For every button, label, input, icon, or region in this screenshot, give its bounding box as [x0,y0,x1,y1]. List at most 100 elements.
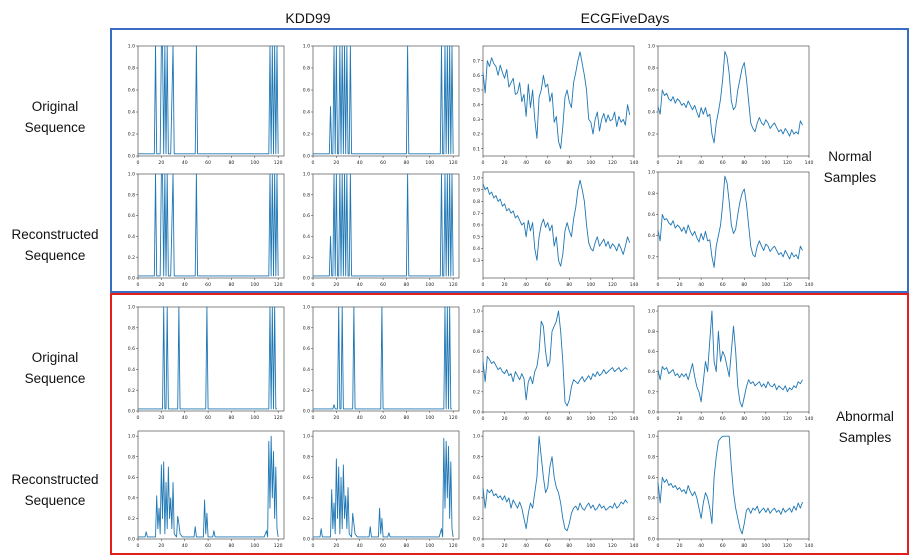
x-tick-label: 40 [523,160,529,166]
y-tick-label: 1.0 [303,172,310,178]
y-tick-label: 0.2 [128,255,135,261]
y-tick-label: 0.5 [473,234,480,240]
group-label-line: Abnormal [836,409,894,424]
x-tick-label: 140 [630,160,639,166]
x-tick-label: 80 [741,160,747,166]
y-tick-label: 0.4 [303,110,310,116]
row-label-line: Sequence [24,248,86,263]
series-line [657,310,803,408]
normal-samples-frame [110,28,909,293]
row-label-reconstructed-normal: Reconstructed Sequence [0,224,110,266]
x-tick-label: 100 [761,416,770,422]
y-tick-label: 0.0 [128,537,135,543]
x-tick-label: 60 [720,282,726,288]
x-tick-label: 120 [783,160,792,166]
y-tick-label: 1.0 [303,434,310,440]
x-tick-label: 40 [698,160,704,166]
x-tick-label: 60 [545,282,551,288]
y-tick-label: 0.8 [303,325,310,331]
x-tick-label: 60 [545,543,551,549]
row-label-line: Sequence [24,493,86,508]
row-label-line: Original [31,350,79,365]
series-line [657,175,803,268]
plot-axes-frame [312,306,460,412]
x-tick-label: 0 [482,416,485,422]
y-tick-label: 1.0 [128,172,135,178]
x-tick-label: 60 [380,543,386,549]
y-tick-label: 0.6 [303,346,310,352]
x-tick-label: 100 [761,282,770,288]
y-tick-label: 0.2 [648,132,655,138]
y-tick-label: 1.0 [128,305,135,311]
plot-ecg-normal-original-2: 0 20 40 60 80 100 120 140 0.2 0.4 0.6 0.8 1.0 [648,44,814,166]
y-tick-label: 0.2 [473,389,480,395]
x-tick-label: 120 [449,160,458,166]
series-line [482,310,628,407]
y-tick-label: 0.2 [128,516,135,522]
plot-kdd-normal-original-2: 0 20 40 60 80 100 120 0.0 0.2 0.4 0.6 0.8 1.0 [303,44,460,166]
x-tick-label: 80 [229,543,235,549]
x-tick-label: 100 [425,282,434,288]
x-tick-label: 140 [805,160,814,166]
y-tick-label: 0.8 [648,66,655,72]
x-tick-label: 40 [357,543,363,549]
plot-ecg-abnormal-original-2: 0 20 40 60 80 100 120 140 0.0 0.2 0.4 0.6 0.8 1.0 [648,305,813,422]
x-tick-label: 0 [482,160,485,166]
x-tick-label: 60 [205,160,211,166]
x-tick-label: 140 [805,282,814,288]
y-tick-label: 1.0 [303,44,310,50]
x-tick-label: 100 [250,543,259,549]
y-tick-label: 0.4 [648,369,655,375]
y-tick-label: 0.6 [473,73,480,79]
x-tick-label: 60 [380,160,386,166]
x-tick-label: 40 [182,543,188,549]
y-tick-label: 1.0 [303,305,310,311]
y-tick-label: 0.0 [303,409,310,415]
x-tick-label: 20 [158,282,164,288]
y-tick-label: 0.0 [303,537,310,543]
x-tick-label: 40 [182,160,188,166]
x-tick-label: 20 [158,415,164,421]
x-tick-label: 60 [205,282,211,288]
y-tick-label: 0.2 [648,389,655,395]
x-tick-label: 120 [783,416,792,422]
x-tick-label: 20 [502,543,508,549]
series-line [482,51,631,150]
group-label-line: Normal [828,149,872,164]
x-tick-label: 20 [502,282,508,288]
y-tick-label: 0.6 [648,349,655,355]
y-tick-label: 0.9 [473,187,480,193]
y-tick-label: 0.8 [128,325,135,331]
y-tick-label: 0.0 [648,537,655,543]
x-tick-label: 20 [333,282,339,288]
x-tick-label: 20 [677,416,683,422]
row-label-line: Reconstructed [11,472,99,487]
plot-kdd-normal-reconstructed-1: 0 20 40 60 80 100 120 0.0 0.2 0.4 0.6 0.8 1.0 [128,172,285,288]
x-tick-label: 40 [182,415,188,421]
x-tick-label: 80 [741,416,747,422]
x-tick-label: 120 [783,282,792,288]
y-tick-label: 0.6 [303,213,310,219]
x-tick-label: 120 [449,282,458,288]
y-tick-label: 0.0 [303,154,310,160]
y-tick-label: 0.6 [473,475,480,481]
x-tick-label: 120 [608,282,617,288]
y-tick-label: 0.0 [128,409,135,415]
x-tick-label: 100 [761,160,770,166]
y-tick-label: 0.4 [473,369,480,375]
ecgfivedays-column-title: ECGFiveDays [580,10,670,26]
x-tick-label: 120 [274,160,283,166]
x-tick-label: 80 [229,160,235,166]
x-tick-label: 120 [274,415,283,421]
x-tick-label: 40 [357,415,363,421]
x-tick-label: 60 [720,160,726,166]
y-tick-label: 0.8 [648,329,655,335]
x-tick-label: 40 [182,282,188,288]
y-tick-label: 0.0 [473,537,480,543]
x-tick-label: 60 [720,416,726,422]
y-tick-label: 0.8 [648,454,655,460]
plot-axes-frame [137,306,285,412]
x-tick-label: 20 [677,160,683,166]
x-tick-label: 140 [805,543,814,549]
y-tick-label: 0.4 [473,102,480,108]
